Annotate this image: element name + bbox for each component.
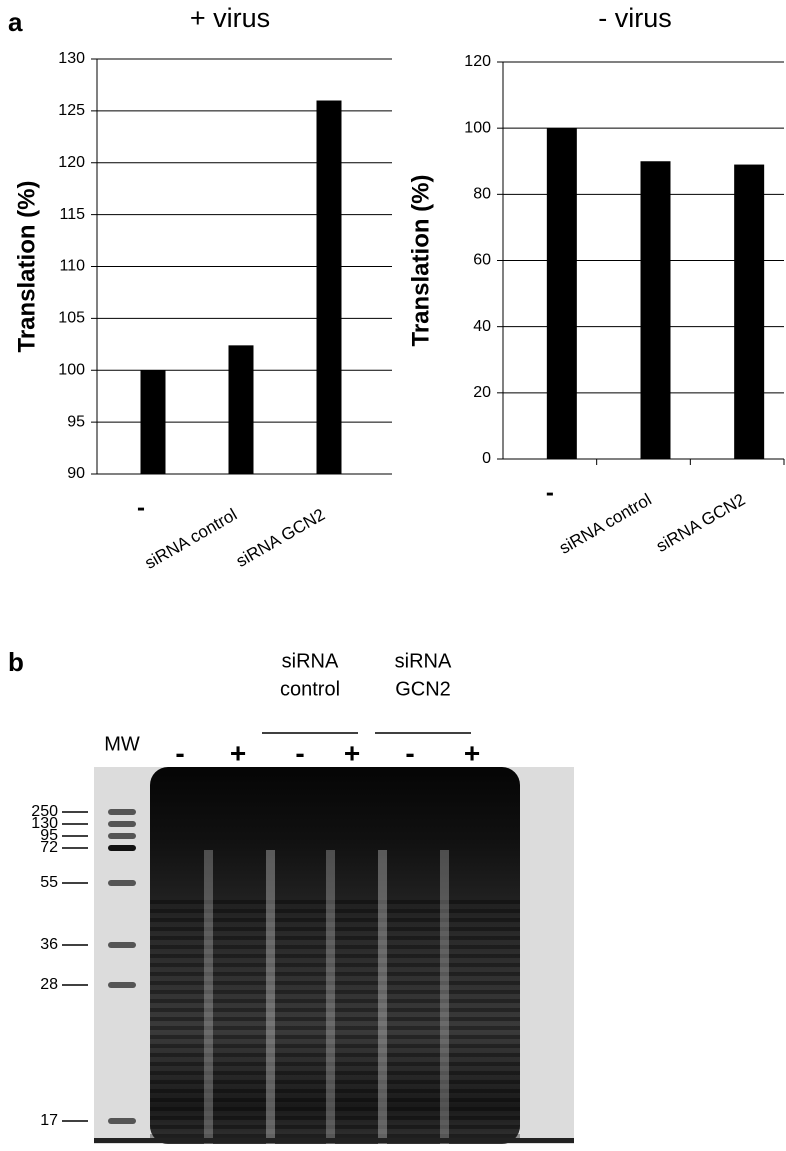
x-tick-label: siRNA GCN2 [233, 505, 328, 571]
x-tick-label: - [546, 479, 554, 506]
bar [228, 345, 254, 474]
group-label: control [280, 678, 340, 700]
marker-band [108, 821, 136, 827]
x-tick-label: - [137, 494, 145, 521]
y-tick-label: 130 [58, 50, 85, 67]
y-tick-label: 100 [464, 119, 491, 136]
group-label: siRNA [395, 650, 452, 672]
y-tick-label: 40 [473, 318, 491, 335]
x-tick-label: siRNA control [556, 490, 655, 558]
panel-label: a [8, 7, 23, 37]
bar [316, 100, 342, 474]
bar [140, 370, 166, 474]
panel-label: b [8, 647, 24, 677]
y-tick-label: 95 [67, 413, 85, 430]
lane-label: - [405, 737, 414, 768]
gel-image [94, 767, 574, 1144]
y-axis-label: Translation (%) [13, 180, 40, 352]
marker-band [108, 809, 136, 815]
lane-label: + [230, 737, 246, 768]
lane-label: + [464, 737, 480, 768]
x-tick-label: siRNA GCN2 [653, 490, 748, 556]
marker-band [108, 982, 136, 988]
chart-title: - virus [598, 3, 672, 33]
y-tick-label: 80 [473, 186, 491, 203]
x-tick-label: siRNA control [142, 505, 241, 573]
lane-label: - [295, 737, 304, 768]
y-tick-label: 90 [67, 465, 85, 482]
marker-band [108, 845, 136, 851]
charts: + virus Translation (%) 90 95 100 105 110 115 12… [13, 3, 785, 573]
marker-label: 130 [31, 815, 58, 832]
y-tick-label: 115 [59, 206, 85, 223]
chart-title: + virus [190, 3, 270, 33]
bar [734, 164, 765, 459]
bar [640, 161, 671, 459]
marker-label: 55 [40, 874, 58, 891]
y-axis-label: Translation (%) [407, 174, 434, 346]
marker-band [108, 880, 136, 886]
y-tick-label: 120 [464, 53, 491, 70]
y-tick-label: 100 [58, 361, 85, 378]
y-tick-label: 60 [473, 252, 491, 269]
lane-label: + [344, 737, 360, 768]
bar-chart: + virus Translation (%) 90 95 100 105 110 115 12… [13, 3, 392, 573]
marker-band [108, 1118, 136, 1124]
y-tick-label: 20 [473, 384, 491, 401]
marker-label: 72 [40, 839, 58, 856]
y-tick-label: 110 [59, 258, 85, 275]
group-label: siRNA [282, 650, 339, 672]
bar [546, 128, 577, 459]
marker-band [108, 942, 136, 948]
marker-label: 95 [40, 827, 58, 844]
y-tick-label: 125 [58, 102, 85, 119]
marker-label: 17 [40, 1112, 58, 1129]
lane-label: - [175, 737, 184, 768]
marker-label: 250 [31, 803, 58, 820]
marker-label: 28 [40, 976, 58, 993]
y-tick-label: 120 [58, 154, 85, 171]
marker-band [108, 833, 136, 839]
lane-label: MW [104, 733, 140, 755]
marker-label: 36 [40, 936, 58, 953]
y-tick-label: 0 [482, 450, 491, 467]
group-label: GCN2 [395, 678, 451, 700]
y-tick-label: 105 [58, 310, 85, 327]
